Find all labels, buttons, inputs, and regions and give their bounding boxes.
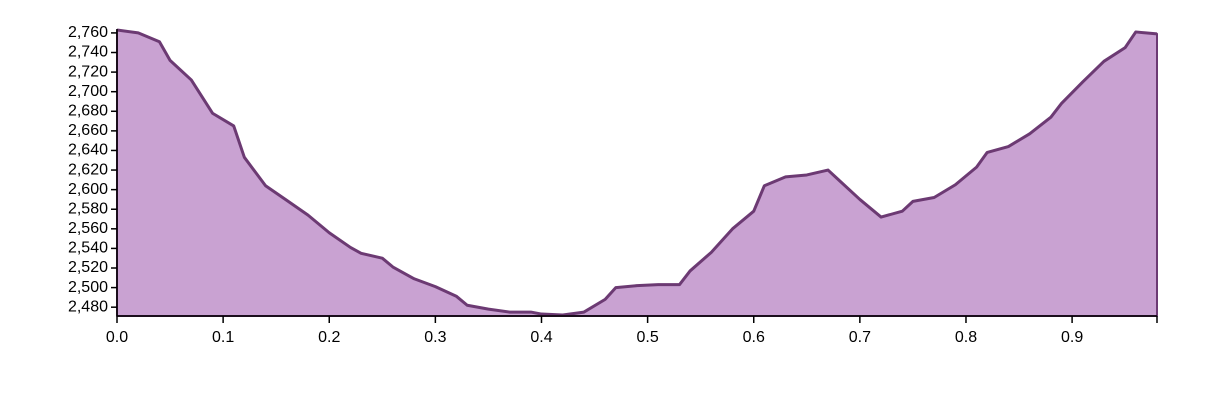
y-tick-label: 2,620 [68,161,108,178]
y-axis: 2,480 2,500 2,520 2,540 2,560 2,580 2,600 2,620… [68,24,118,316]
y-tick-label: 2,680 [68,102,108,119]
y-tick-label: 2,720 [68,63,108,80]
y-tick-label: 2,600 [68,181,108,198]
y-tick-label: 2,540 [68,240,108,257]
y-tick-label: 2,700 [68,83,108,100]
x-tick-label: 0.9 [1061,329,1083,346]
y-tick-label: 2,480 [68,298,108,315]
y-tick-label: 2,740 [68,44,108,61]
x-tick-label: 0.6 [743,329,765,346]
y-tick-label: 2,500 [68,279,108,296]
x-tick-label: 0.2 [318,329,340,346]
area-line [116,28,1158,317]
y-tick-label: 2,640 [68,142,108,159]
x-tick-label: 0.1 [212,329,234,346]
x-tick-label: 0.5 [636,329,658,346]
y-tick-label: 2,660 [68,122,108,139]
area-fill [116,28,1158,317]
y-tick-label: 2,580 [68,200,108,217]
y-tick-label: 2,520 [68,259,108,276]
x-tick-label: 0.7 [849,329,871,346]
y-tick-label: 2,560 [68,220,108,237]
y-tick-label: 2,760 [68,24,108,41]
x-axis: 0.0 0.1 0.2 0.3 0.4 0.5 0.6 0.7 0.8 0.9 [106,315,1158,346]
x-tick-label: 0.3 [424,329,446,346]
x-tick-label: 0.0 [106,329,128,346]
x-tick-label: 0.4 [530,329,552,346]
x-tick-label: 0.8 [955,329,977,346]
